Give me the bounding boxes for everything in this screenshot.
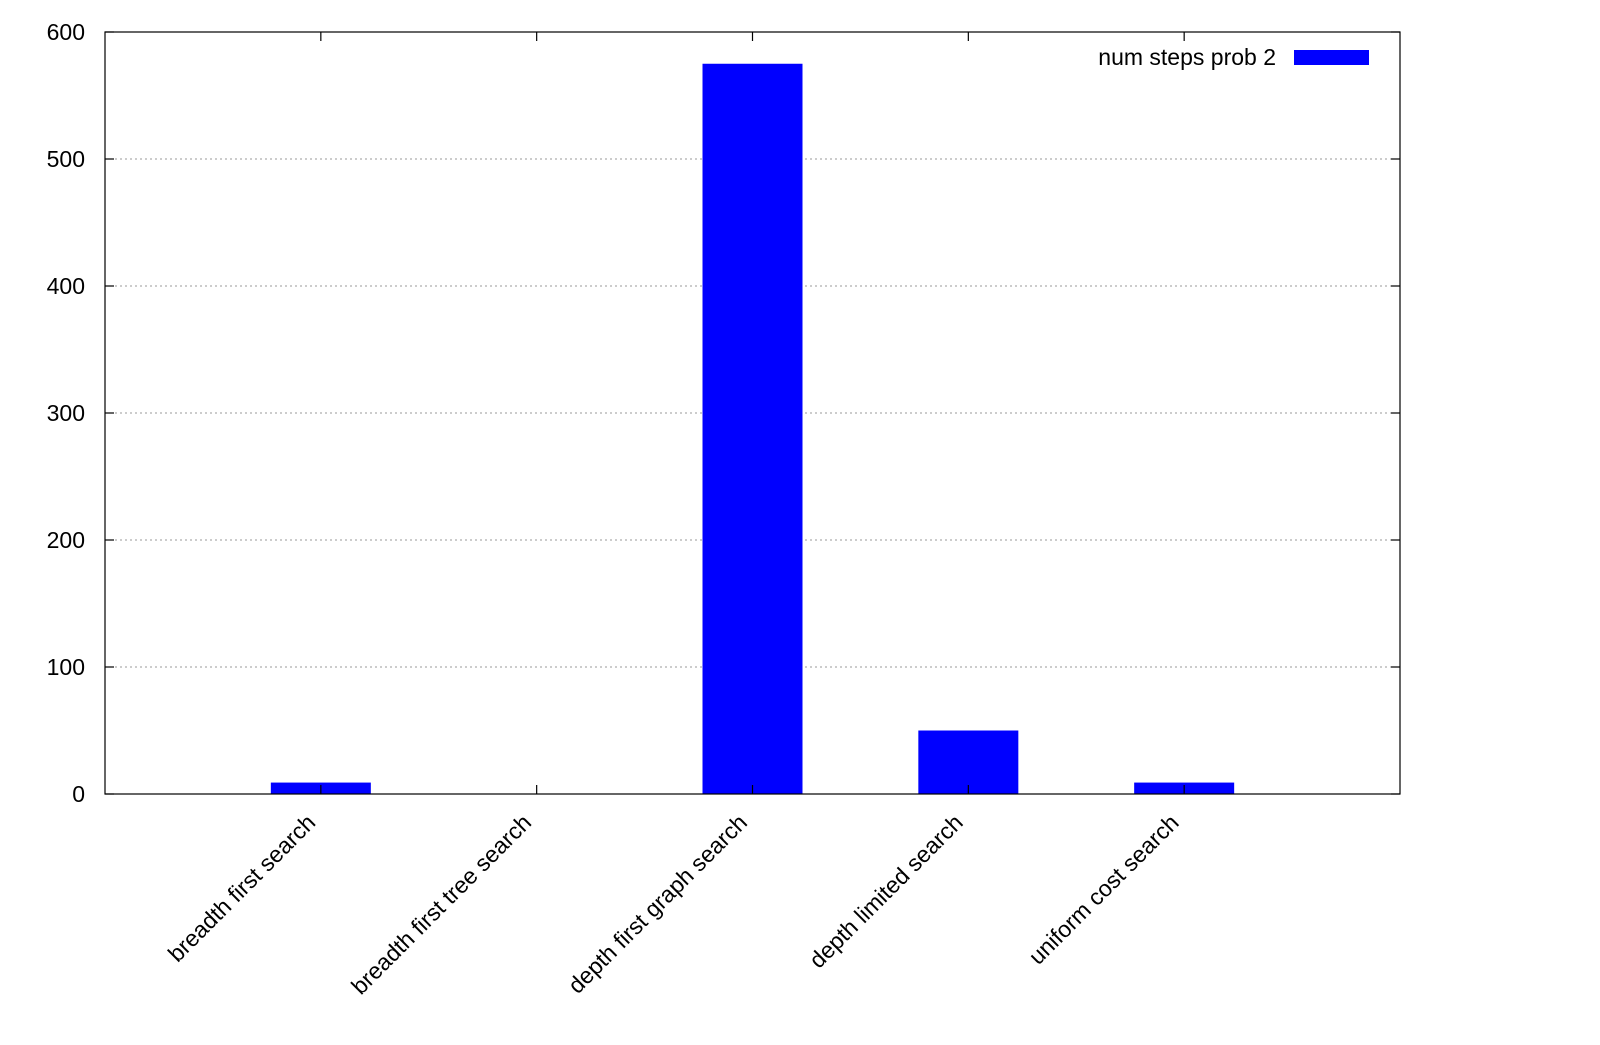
y-tick-label: 200 [47,527,85,553]
y-tick-label: 500 [47,146,85,172]
bar [702,63,803,794]
y-tick-label: 600 [47,19,85,45]
y-tick-label: 300 [47,400,85,426]
legend-swatch [1294,50,1369,65]
legend: num steps prob 2 [1098,44,1369,70]
x-tick-label: breadth first tree search [346,809,536,999]
y-tick-label: 0 [72,781,85,807]
x-axis-labels: breadth first search breadth first tree s… [163,809,1184,999]
axis-ticks [105,31,1400,795]
x-tick-label: breadth first search [163,809,321,967]
x-tick-label: depth first graph search [563,809,752,998]
bars [270,63,1235,794]
x-tick-label: depth limited search [804,809,968,973]
y-tick-label: 100 [47,654,85,680]
legend-label: num steps prob 2 [1098,44,1276,70]
y-axis-labels: 0 100 200 300 400 500 600 [47,19,85,807]
bar [918,730,1019,794]
gridlines [105,158,1400,668]
y-tick-label: 400 [47,273,85,299]
x-tick-label: uniform cost search [1023,809,1183,969]
